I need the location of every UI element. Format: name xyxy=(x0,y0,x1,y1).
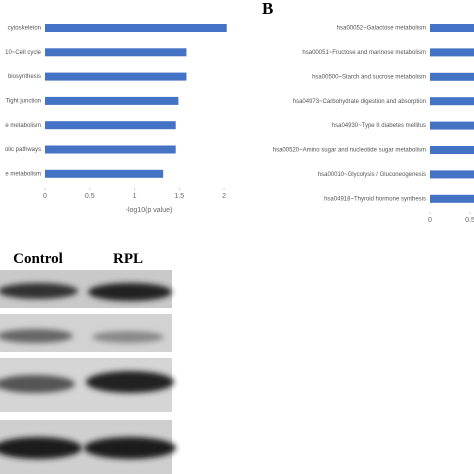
y-tick-label: hsa04918~Thyroid hormone synthesis xyxy=(324,196,426,202)
y-tick-label: biosynthesis xyxy=(8,74,41,80)
x-tick-label: 1.5 xyxy=(174,193,184,200)
bar xyxy=(45,169,164,178)
bar xyxy=(45,96,179,105)
bar xyxy=(45,145,176,154)
y-tick-label: hsa00052~Galactose metabolism xyxy=(337,26,426,32)
bar xyxy=(430,146,474,154)
x-tick-label: 2 xyxy=(222,193,226,200)
y-tick-label: hsa04930~Type II diabetes mellitus xyxy=(332,123,426,129)
lane-label: RPL xyxy=(113,251,143,267)
y-tick-label: hsa00520~Amino sugar and nucleotide suga… xyxy=(273,148,426,154)
band xyxy=(0,283,78,299)
y-tick-label: cytoskeleton xyxy=(8,26,41,32)
y-tick-label: Tight junction xyxy=(6,98,41,104)
y-tick-label: hsa04973~Carbohydrate digestion and abso… xyxy=(293,99,426,105)
bar xyxy=(430,24,474,32)
y-tick-label: olic pathways xyxy=(5,147,41,153)
x-tick-label: 0.5 xyxy=(85,193,95,200)
bar xyxy=(430,194,474,203)
band xyxy=(88,283,172,301)
x-tick-label: 0.5 xyxy=(465,217,474,224)
bar xyxy=(430,97,474,106)
western-blot xyxy=(0,270,176,474)
bar xyxy=(45,24,227,32)
x-axis-label: -log10(p value) xyxy=(126,207,173,214)
band xyxy=(0,329,73,343)
bar xyxy=(430,48,474,57)
band xyxy=(0,437,82,459)
bar xyxy=(45,121,176,130)
bar xyxy=(430,170,474,179)
y-tick-label: e metabolism xyxy=(5,171,41,177)
bar xyxy=(45,48,187,57)
y-tick-label: hsa00010~Glycolysis / Gluconeogenesis xyxy=(318,172,426,178)
bar xyxy=(45,72,187,81)
band xyxy=(0,375,75,393)
y-tick-label: hsa00500~Starch and sucrose metabolism xyxy=(312,74,426,80)
y-tick-label: hsa00051~Fructose and mannose metabolism xyxy=(302,50,426,56)
bar xyxy=(430,72,474,81)
x-tick-label: 0 xyxy=(428,217,432,224)
panel-label: B xyxy=(262,0,273,18)
x-tick-label: 1 xyxy=(133,193,137,200)
y-tick-label: 10~Cell cycle xyxy=(5,50,42,56)
band xyxy=(92,331,164,343)
lane-label: Control xyxy=(13,251,63,267)
band xyxy=(86,371,174,393)
bar xyxy=(430,121,474,130)
y-tick-label: e metabolism xyxy=(5,123,41,129)
band xyxy=(84,437,176,459)
x-tick-label: 0 xyxy=(43,193,47,200)
